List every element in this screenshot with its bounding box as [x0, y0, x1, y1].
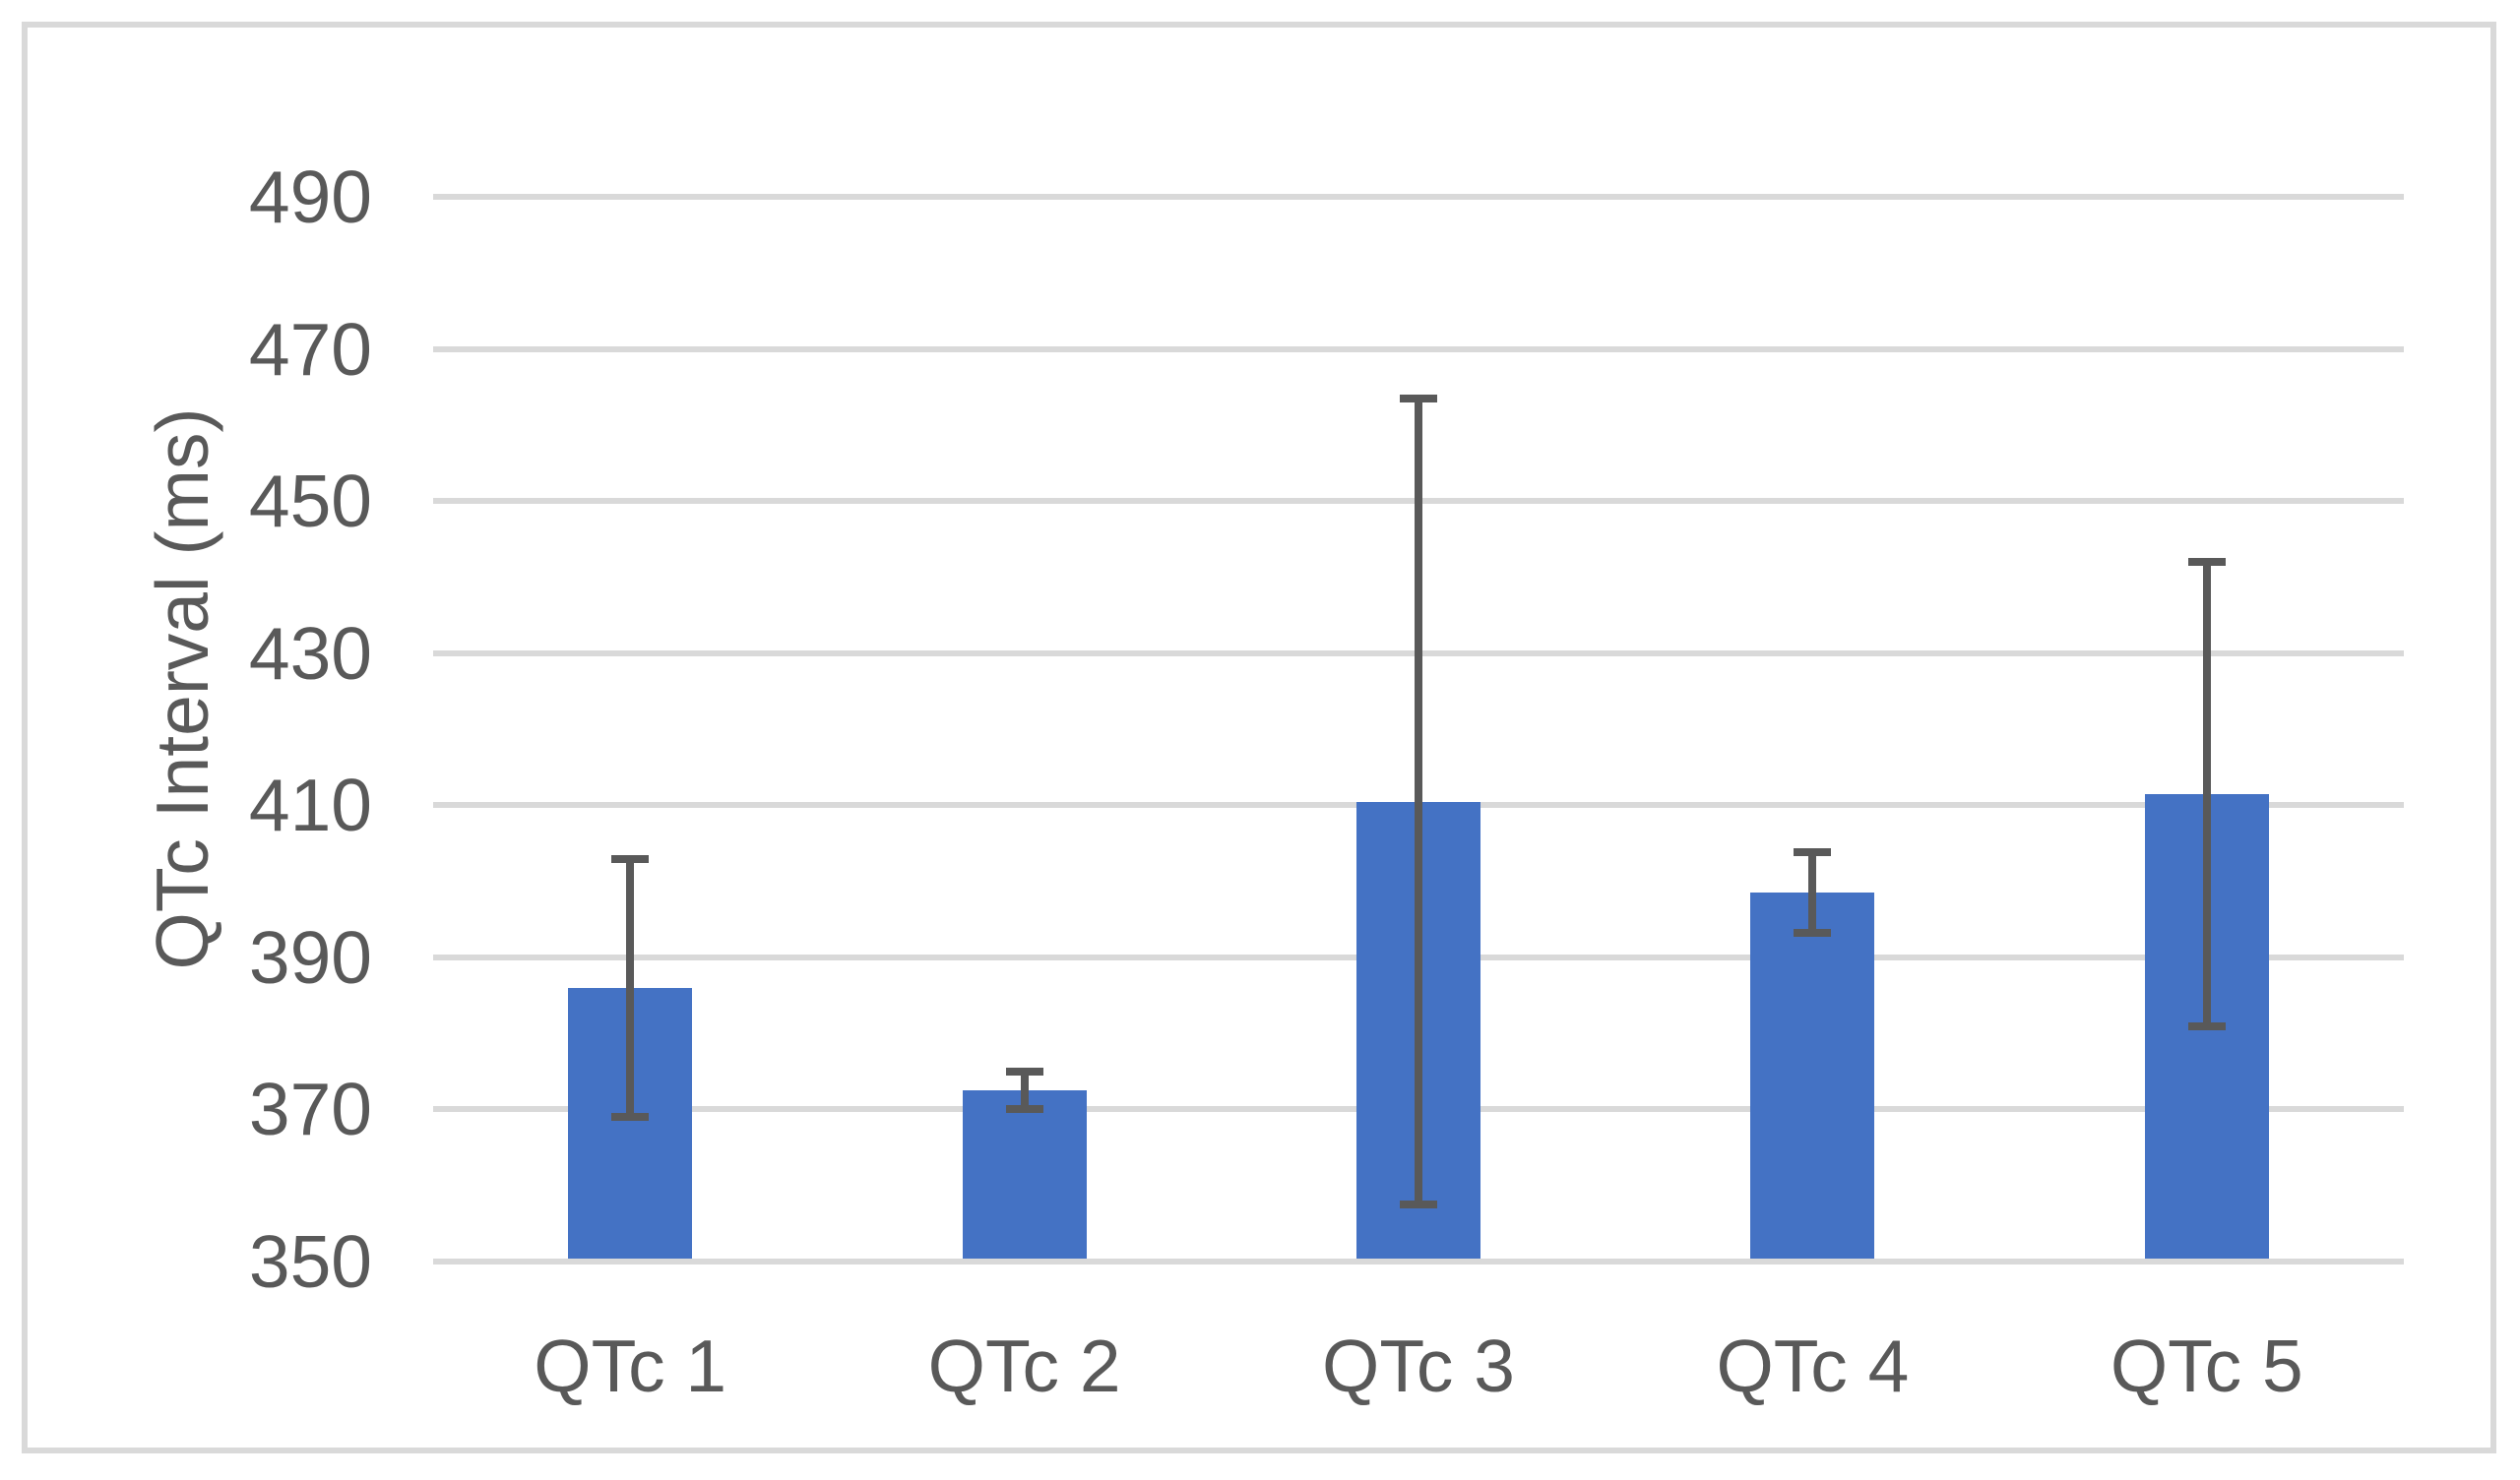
error-bar-top-cap-qtc-1 [611, 854, 650, 863]
y-tick-label-430: 430 [248, 611, 372, 695]
error-bar-qtc-4 [1808, 852, 1817, 934]
error-bar-qtc-5 [2202, 562, 2211, 1026]
error-bar-top-cap-qtc-4 [1794, 848, 1832, 857]
y-gridline-350 [433, 1259, 2404, 1264]
y-tick-label-370: 370 [248, 1068, 372, 1151]
error-bar-qtc-1 [626, 858, 635, 1118]
x-tick-label-qtc-5: QTc 5 [2110, 1325, 2303, 1407]
y-tick-label-490: 490 [248, 155, 372, 239]
x-tick-label-qtc-2: QTc 2 [927, 1325, 1121, 1407]
y-gridline-470 [433, 345, 2404, 352]
error-bar-bottom-cap-qtc-1 [611, 1113, 650, 1122]
error-bar-qtc-3 [1415, 399, 1422, 1205]
error-bar-top-cap-qtc-5 [2187, 558, 2226, 567]
error-bar-bottom-cap-qtc-4 [1794, 929, 1832, 938]
error-bar-top-cap-qtc-2 [1005, 1067, 1043, 1076]
y-tick-label-470: 470 [248, 307, 372, 391]
y-tick-label-350: 350 [248, 1220, 372, 1303]
x-tick-label-qtc-3: QTc 3 [1322, 1325, 1515, 1407]
chart-outer-border [22, 22, 2496, 1453]
error-bar-top-cap-qtc-3 [1400, 395, 1437, 403]
x-tick-label-qtc-4: QTc 4 [1716, 1325, 1910, 1407]
x-tick-label-qtc-1: QTc 1 [534, 1325, 727, 1407]
error-bar-bottom-cap-qtc-3 [1400, 1201, 1437, 1209]
error-bar-bottom-cap-qtc-2 [1005, 1105, 1043, 1114]
bar-qtc-4 [1750, 893, 1875, 1259]
y-tick-label-410: 410 [248, 764, 372, 847]
y-tick-label-450: 450 [248, 460, 372, 543]
error-bar-bottom-cap-qtc-5 [2187, 1021, 2226, 1030]
error-bar-qtc-2 [1020, 1071, 1029, 1110]
bar-qtc-2 [962, 1090, 1087, 1259]
y-gridline-490 [433, 194, 2404, 201]
y-tick-label-390: 390 [248, 915, 372, 999]
y-axis-title: QTc Interval (ms) [141, 407, 223, 970]
